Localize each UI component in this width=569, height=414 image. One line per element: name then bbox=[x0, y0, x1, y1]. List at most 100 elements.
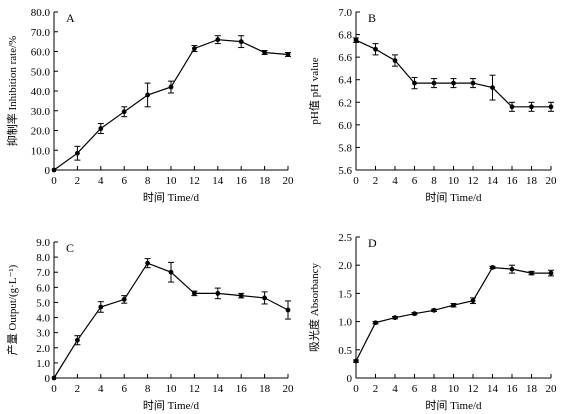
x-tick-label: 12 bbox=[468, 383, 479, 395]
x-tick-label: 18 bbox=[526, 175, 538, 187]
x-tick-label: 2 bbox=[75, 175, 81, 187]
data-point bbox=[51, 375, 57, 381]
data-point bbox=[145, 92, 151, 98]
data-point bbox=[509, 104, 515, 110]
data-point bbox=[51, 167, 57, 173]
y-tick-label: 2.0 bbox=[338, 260, 352, 272]
x-tick-label: 12 bbox=[189, 383, 200, 395]
x-tick-label: 12 bbox=[189, 175, 200, 187]
y-tick-label: 9.0 bbox=[36, 237, 50, 249]
y-tick-label: 20.0 bbox=[31, 126, 51, 138]
y-tick-label: 7.0 bbox=[338, 7, 352, 19]
panel-label: B bbox=[368, 11, 376, 25]
data-point bbox=[285, 52, 291, 57]
x-tick-label: 4 bbox=[392, 175, 398, 187]
data-point bbox=[412, 80, 417, 86]
data-point bbox=[192, 290, 197, 296]
data-point bbox=[168, 269, 174, 275]
y-tick-label: 6.2 bbox=[338, 97, 352, 109]
y-tick-label: 5.8 bbox=[338, 142, 352, 154]
series-line bbox=[355, 39, 551, 108]
data-point bbox=[392, 315, 398, 321]
x-tick-label: 10 bbox=[448, 383, 460, 395]
x-tick-label: 0 bbox=[51, 383, 57, 395]
y-axis-title: 产量 Output/(g·L⁻¹) bbox=[5, 264, 19, 355]
y-tick-label: 1.0 bbox=[338, 317, 352, 329]
series-line bbox=[53, 39, 289, 171]
data-point bbox=[451, 80, 456, 86]
x-tick-label: 6 bbox=[412, 175, 418, 187]
x-tick-label: 14 bbox=[212, 175, 224, 187]
data-point bbox=[548, 104, 554, 110]
y-tick-label: 40.0 bbox=[31, 86, 51, 98]
y-tick-label: 80.0 bbox=[31, 7, 51, 19]
y-tick-label: 4.0 bbox=[36, 313, 50, 325]
y-tick-label: 30.0 bbox=[31, 106, 51, 118]
data-point bbox=[168, 84, 174, 90]
x-tick-label: 20 bbox=[546, 383, 558, 395]
x-tick-label: 6 bbox=[412, 383, 418, 395]
x-tick-label: 0 bbox=[353, 175, 359, 187]
data-point bbox=[412, 311, 417, 317]
y-axis-title: 抑制率 Inhibition rate/% bbox=[5, 36, 19, 147]
x-tick-label: 2 bbox=[373, 175, 379, 187]
x-tick-label: 0 bbox=[353, 383, 359, 395]
data-point bbox=[353, 37, 359, 43]
data-point bbox=[238, 39, 244, 45]
data-point bbox=[262, 295, 267, 301]
data-point bbox=[490, 85, 495, 91]
y-tick-label: 0.5 bbox=[338, 345, 352, 357]
y-tick-label: 5.6 bbox=[338, 165, 352, 177]
data-point bbox=[238, 293, 244, 299]
y-tick-label: 3.0 bbox=[36, 328, 50, 340]
series-line bbox=[355, 266, 551, 362]
x-tick-label: 4 bbox=[98, 383, 104, 395]
x-axis-title: 时间 Time/d bbox=[143, 399, 200, 412]
x-tick-label: 4 bbox=[392, 383, 398, 395]
data-point bbox=[548, 270, 554, 276]
data-point bbox=[353, 358, 359, 364]
data-point bbox=[75, 337, 80, 343]
y-tick-label: 2.0 bbox=[36, 343, 50, 355]
panel-a: 0 2 4 6 8 10 12 14 16 18 20 0 10.0 20.0 30.0 40.0 50.0 60… bbox=[5, 7, 294, 204]
y-tick-label: 6.8 bbox=[338, 30, 352, 42]
x-tick-label: 8 bbox=[431, 175, 437, 187]
data-point bbox=[392, 58, 398, 63]
x-tick-label: 6 bbox=[121, 175, 127, 187]
y-tick-label: 6.6 bbox=[338, 52, 352, 64]
data-point bbox=[509, 266, 515, 272]
data-point bbox=[121, 109, 127, 115]
data-point bbox=[215, 290, 221, 296]
x-tick-label: 2 bbox=[373, 383, 379, 395]
x-tick-label: 14 bbox=[487, 383, 499, 395]
y-tick-label: 7.0 bbox=[36, 267, 50, 279]
x-tick-label: 0 bbox=[51, 175, 57, 187]
x-axis-title: 时间 Time/d bbox=[425, 399, 482, 412]
x-tick-label: 20 bbox=[283, 175, 295, 187]
data-point bbox=[431, 307, 437, 313]
data-point bbox=[215, 37, 221, 43]
x-tick-label: 18 bbox=[259, 175, 271, 187]
x-tick-label: 16 bbox=[507, 175, 519, 187]
data-point bbox=[75, 150, 80, 156]
y-tick-label: 5.0 bbox=[36, 297, 50, 309]
data-point bbox=[470, 298, 476, 304]
y-tick-label: 1.0 bbox=[36, 358, 50, 370]
x-tick-label: 18 bbox=[526, 383, 538, 395]
x-tick-label: 10 bbox=[448, 175, 460, 187]
y-tick-label: 0 bbox=[347, 373, 353, 385]
data-point bbox=[470, 80, 476, 86]
y-tick-label: 6.0 bbox=[338, 120, 352, 132]
x-tick-label: 4 bbox=[98, 175, 104, 187]
x-tick-label: 10 bbox=[166, 383, 178, 395]
data-point bbox=[285, 307, 291, 313]
x-tick-label: 20 bbox=[546, 175, 558, 187]
panel-label: C bbox=[66, 241, 74, 255]
x-tick-label: 20 bbox=[283, 383, 295, 395]
x-tick-label: 18 bbox=[259, 383, 271, 395]
data-point bbox=[431, 80, 437, 86]
y-axis-title: 吸光度 Absorbancy bbox=[307, 263, 321, 352]
data-point bbox=[490, 265, 495, 270]
data-point bbox=[529, 270, 534, 276]
